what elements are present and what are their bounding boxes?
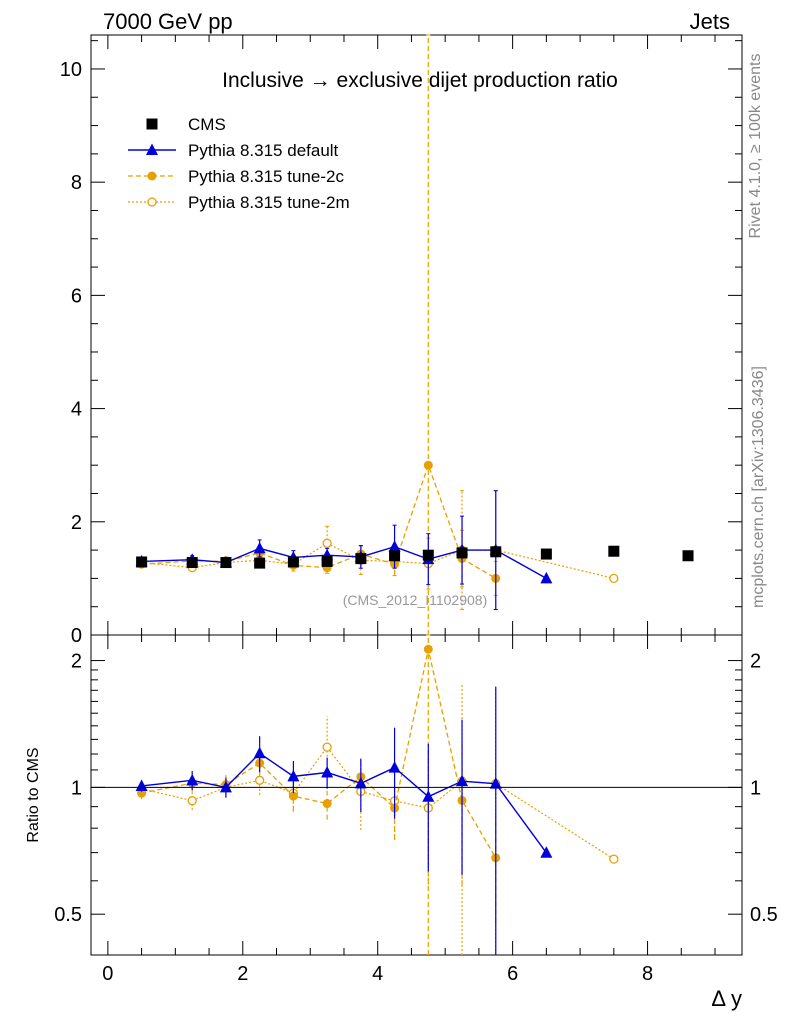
pythia-8-315-tune-2c-ratio-point	[423, 644, 433, 654]
axes: 0 2 4 6 8 0 2 4 6 8 10 0.5 0.5 1 1 2 2	[54, 35, 778, 985]
cms-data-point	[186, 557, 198, 569]
mcplots-label: mcplots.cern.ch [arXiv:1306.3436]	[750, 366, 767, 608]
y-tick-label-main: 10	[60, 59, 82, 81]
pythia-8-315-default-ratio-point	[354, 776, 367, 789]
y-tick-label-main: 2	[71, 512, 82, 534]
cms-data-point	[287, 556, 299, 568]
pythia-8-315-tune-2m-ratio-point	[255, 775, 265, 785]
x-tick-label: 4	[372, 963, 383, 985]
pythia-8-315-default-ratio-point	[489, 777, 502, 789]
pythia-8-315-tune-2c-point	[423, 460, 433, 470]
pythia-8-315-tune-2c-ratio-line	[141, 649, 497, 859]
rivet-label: Rivet 4.1.0, ≥ 100k events	[747, 54, 764, 239]
pythia-8-315-default-ratio-point	[135, 779, 148, 791]
cms-data-point	[389, 550, 401, 562]
ratio-y-tick-label: 0.5	[54, 904, 82, 926]
pythia-8-315-tune-2m-point	[609, 573, 619, 584]
pythia-8-315-default-point	[253, 541, 266, 554]
x-tick-label: 2	[237, 963, 248, 985]
cms-data-point	[220, 557, 232, 569]
watermark-label: (CMS_2012_I1102908)	[343, 592, 488, 608]
pythia-8-315-default-ratio-point	[219, 780, 232, 793]
ratio-ylabel: Ratio to CMS	[25, 747, 42, 842]
ratio-plot-data	[135, 635, 619, 955]
cms-data-point	[608, 545, 620, 557]
pythia-8-315-tune-2c-ratio-point	[288, 791, 298, 801]
x-tick-label: 6	[507, 963, 518, 985]
cms-data-point	[136, 556, 148, 568]
pythia-8-315-default-ratio-point	[287, 769, 300, 782]
plot-title: Inclusive → exclusive dijet production r…	[222, 69, 618, 92]
cms-data-point	[422, 549, 434, 561]
header-left-label: 7000 GeV pp	[103, 9, 233, 34]
cms-data-point	[682, 550, 694, 562]
cms-data-point	[490, 546, 502, 558]
pythia-8-315-tune-2m-ratio-line	[141, 746, 615, 860]
legend-label-pythia-8-315-tune-2m: Pythia 8.315 tune-2m	[188, 193, 350, 212]
ratio-y-tick-label-right: 1	[750, 777, 761, 799]
legend-marker-cms	[146, 118, 158, 130]
legend-marker-pythia-8-315-default	[146, 143, 158, 155]
y-tick-label-main: 8	[71, 172, 82, 194]
legend-label-pythia-8-315-tune-2c: Pythia 8.315 tune-2c	[188, 167, 344, 186]
ratio-y-tick-label-right: 0.5	[750, 904, 778, 926]
pythia-8-315-tune-2m-point	[322, 538, 332, 548]
pythia-8-315-default-ratio-point	[422, 790, 435, 802]
pythia-8-315-default-ratio-point	[456, 774, 469, 787]
ratio-y-tick-label: 2	[71, 651, 82, 673]
y-tick-label-main: 4	[71, 399, 82, 421]
y-tick-label-main: 0	[71, 625, 82, 647]
x-tick-label: 8	[642, 963, 653, 985]
pythia-8-315-default-ratio-point	[253, 746, 266, 759]
header-right-label: Jets	[690, 9, 730, 34]
cms-data-point	[321, 555, 333, 567]
y-tick-label-main: 6	[71, 285, 82, 307]
legend: CMS Pythia 8.315 default Pythia 8.315 tune…	[128, 115, 350, 212]
pythia-8-315-tune-2m-ratio-point	[187, 796, 197, 806]
ratio-plot-frame	[90, 634, 743, 956]
cms-data-point	[355, 553, 367, 565]
pythia-8-315-default-ratio-point	[388, 761, 401, 773]
pythia-8-315-default-ratio-point	[321, 766, 334, 778]
legend-label-pythia-8-315-default: Pythia 8.315 default	[188, 141, 339, 160]
pythia-8-315-tune-2m-ratio-point	[322, 742, 332, 752]
legend-marker-pythia-8-315-tune-2c	[147, 171, 157, 181]
pythia-8-315-tune-2c-ratio-point	[322, 799, 332, 809]
ratio-y-tick-label-right: 2	[750, 651, 761, 673]
pythia-8-315-default-ratio-point	[540, 846, 553, 858]
pythia-8-315-tune-2m-ratio-point	[609, 854, 619, 864]
pythia-8-315-default-line	[141, 545, 547, 580]
cms-data-point	[254, 557, 266, 569]
pythia-8-315-default-ratio-point	[186, 773, 199, 786]
cms-data-point	[456, 547, 468, 559]
pythia-8-315-default-point	[540, 571, 553, 584]
pythia-8-315-default-ratio-line	[141, 752, 547, 854]
x-tick-label: 0	[102, 963, 113, 985]
legend-label-cms: CMS	[188, 115, 226, 134]
pythia-8-315-default-point	[388, 540, 401, 552]
cms-data-point	[540, 548, 552, 560]
ratio-y-tick-label: 1	[71, 777, 82, 799]
main-plot-data	[135, 34, 694, 636]
legend-marker-pythia-8-315-tune-2m	[147, 197, 157, 207]
x-axis-label: Δ y	[711, 986, 742, 1011]
